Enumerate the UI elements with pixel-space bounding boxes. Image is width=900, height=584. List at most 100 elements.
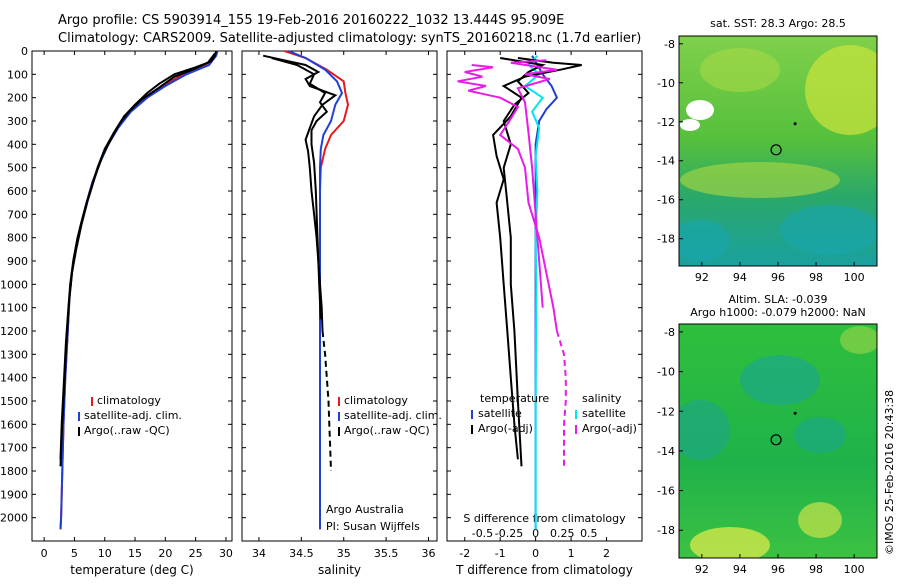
series-line bbox=[321, 330, 332, 472]
series-line bbox=[555, 330, 567, 467]
title-line-1: Argo profile: CS 5903914_155 19-Feb-2016… bbox=[58, 13, 564, 28]
x-axis-label: temperature (deg C) bbox=[70, 563, 193, 577]
lon-tick-label: 100 bbox=[844, 563, 865, 576]
legend-label-argo: Argo(..raw -QC) bbox=[344, 424, 430, 437]
sla-low-patch bbox=[794, 417, 846, 453]
s-tick-label: -0.25 bbox=[495, 527, 523, 540]
legend-label-climatology: climatology bbox=[97, 394, 161, 407]
s-tick-label: 0.25 bbox=[550, 527, 575, 540]
plot-frame bbox=[31, 50, 233, 542]
sst-texture bbox=[679, 45, 877, 260]
lat-tick-label: -14 bbox=[657, 445, 675, 458]
lon-tick-label: 98 bbox=[809, 271, 823, 284]
salinity-panel: 34 34.5 35 35.5 36 salinity bbox=[241, 50, 438, 577]
lat-tick-label: -16 bbox=[657, 485, 675, 498]
sla-high-patch bbox=[690, 527, 770, 558]
legend-label-climatology: climatology bbox=[344, 394, 408, 407]
sla-texture bbox=[679, 326, 877, 558]
x-tick-label: -2 bbox=[459, 547, 470, 560]
x-tick-label: 20 bbox=[158, 547, 172, 560]
series-line bbox=[262, 54, 338, 332]
lon-tick-label: 98 bbox=[809, 563, 823, 576]
sst-cloud-gap bbox=[680, 119, 700, 131]
series-line bbox=[59, 52, 216, 467]
lat-tick-label: -8 bbox=[664, 326, 675, 339]
y-tick-label: 500 bbox=[7, 162, 28, 175]
series-line bbox=[59, 50, 219, 530]
y-tick-label: 2000 bbox=[0, 512, 28, 525]
y-tick-label: 800 bbox=[7, 232, 28, 245]
y-tick-label: 1400 bbox=[0, 372, 28, 385]
sst-map-title: sat. SST: 28.3 Argo: 28.5 bbox=[710, 17, 846, 30]
sst-cool-patch bbox=[780, 205, 877, 255]
x-tick-label: 34 bbox=[252, 547, 266, 560]
title-line-2: Climatology: CARS2009. Satellite-adjuste… bbox=[58, 31, 641, 46]
y-tick-label: 100 bbox=[7, 68, 28, 81]
lon-tick-label: 96 bbox=[771, 563, 785, 576]
lat-tick-label: -8 bbox=[664, 38, 675, 51]
y-tick-label: 1300 bbox=[0, 348, 28, 361]
x-tick-label: 2 bbox=[603, 547, 610, 560]
x-tick-label: 1 bbox=[568, 547, 575, 560]
legend-label-satellite: satellite-adj. clim. bbox=[84, 409, 182, 422]
y-tick-label: 200 bbox=[7, 92, 28, 105]
s-tick-label: -0.5 bbox=[472, 527, 493, 540]
s-tick-label: 0 bbox=[532, 527, 539, 540]
s-tick-label: 0.5 bbox=[580, 527, 598, 540]
argo-dot bbox=[793, 122, 797, 126]
lon-tick-label: 92 bbox=[695, 563, 709, 576]
temperature-panel: 0100200300400500600700800900100011001200… bbox=[0, 45, 233, 577]
temperature-legend: climatology satellite-adj. clim. Argo(..… bbox=[78, 394, 182, 437]
y-tick-label: 1500 bbox=[0, 395, 28, 408]
lon-tick-label: 92 bbox=[695, 271, 709, 284]
series-line bbox=[457, 64, 558, 332]
x-tick-label: 34.5 bbox=[289, 547, 314, 560]
sst-map: 92 94 96 98 100 -8 -10 -12 -14 -16 -18 bbox=[657, 35, 878, 284]
x-label-top: S difference from climatology bbox=[463, 512, 626, 525]
x-tick-label: 15 bbox=[128, 547, 142, 560]
x-tick-label: 35 bbox=[337, 547, 351, 560]
argo-location-marker bbox=[770, 144, 782, 156]
sst-cloud-gap bbox=[686, 100, 714, 120]
legend-title-temperature: temperature bbox=[480, 392, 549, 405]
y-tick-label: 300 bbox=[7, 115, 28, 128]
x-tick-label: 10 bbox=[98, 547, 112, 560]
x-axis-label: T difference from climatology bbox=[455, 563, 633, 577]
difference-panel: -2 -1 0 1 2 S difference from climatology -0.5… bbox=[446, 50, 643, 577]
x-tick-label: 35.5 bbox=[374, 547, 399, 560]
x-tick-label: 30 bbox=[219, 547, 233, 560]
y-tick-label: 0 bbox=[21, 45, 28, 58]
legend-label-sal-argo: Argo(-adj) bbox=[582, 422, 637, 435]
lon-tick-label: 96 bbox=[771, 271, 785, 284]
lon-tick-label: 100 bbox=[844, 271, 865, 284]
lat-tick-label: -12 bbox=[657, 405, 675, 418]
plot-frame bbox=[446, 50, 643, 542]
lat-tick-label: -10 bbox=[657, 366, 675, 379]
y-tick-label: 1900 bbox=[0, 488, 28, 501]
lat-tick-label: -16 bbox=[657, 194, 675, 207]
legend-label-satellite: satellite-adj. clim. bbox=[344, 409, 442, 422]
salinity-legend: climatology satellite-adj. clim. Argo(..… bbox=[326, 394, 442, 533]
series-line bbox=[271, 57, 329, 320]
annotation-pi: PI: Susan Wijffels bbox=[326, 520, 420, 533]
x-tick-label: 0 bbox=[41, 547, 48, 560]
argo-dot bbox=[793, 411, 797, 415]
annotation-argo-australia: Argo Australia bbox=[326, 503, 404, 516]
lat-tick-label: -12 bbox=[657, 116, 675, 129]
legend-label-temp-argo: Argo(-adj) bbox=[478, 422, 533, 435]
x-tick-label: 5 bbox=[71, 547, 78, 560]
y-tick-label: 1700 bbox=[0, 442, 28, 455]
y-tick-label: 1800 bbox=[0, 465, 28, 478]
sla-map-title-2: Argo h1000: -0.079 h2000: NaN bbox=[690, 306, 866, 319]
y-tick-label: 1600 bbox=[0, 418, 28, 431]
y-tick-label: 400 bbox=[7, 138, 28, 151]
sla-low-patch bbox=[740, 355, 820, 405]
series-line bbox=[288, 50, 344, 530]
x-tick-label: -1 bbox=[495, 547, 506, 560]
y-tick-label: 600 bbox=[7, 185, 28, 198]
x-tick-label: 36 bbox=[422, 547, 436, 560]
legend-label-sal-satellite: satellite bbox=[582, 407, 626, 420]
legend-label-argo: Argo(..raw -QC) bbox=[84, 424, 170, 437]
plot-frame bbox=[241, 50, 438, 542]
